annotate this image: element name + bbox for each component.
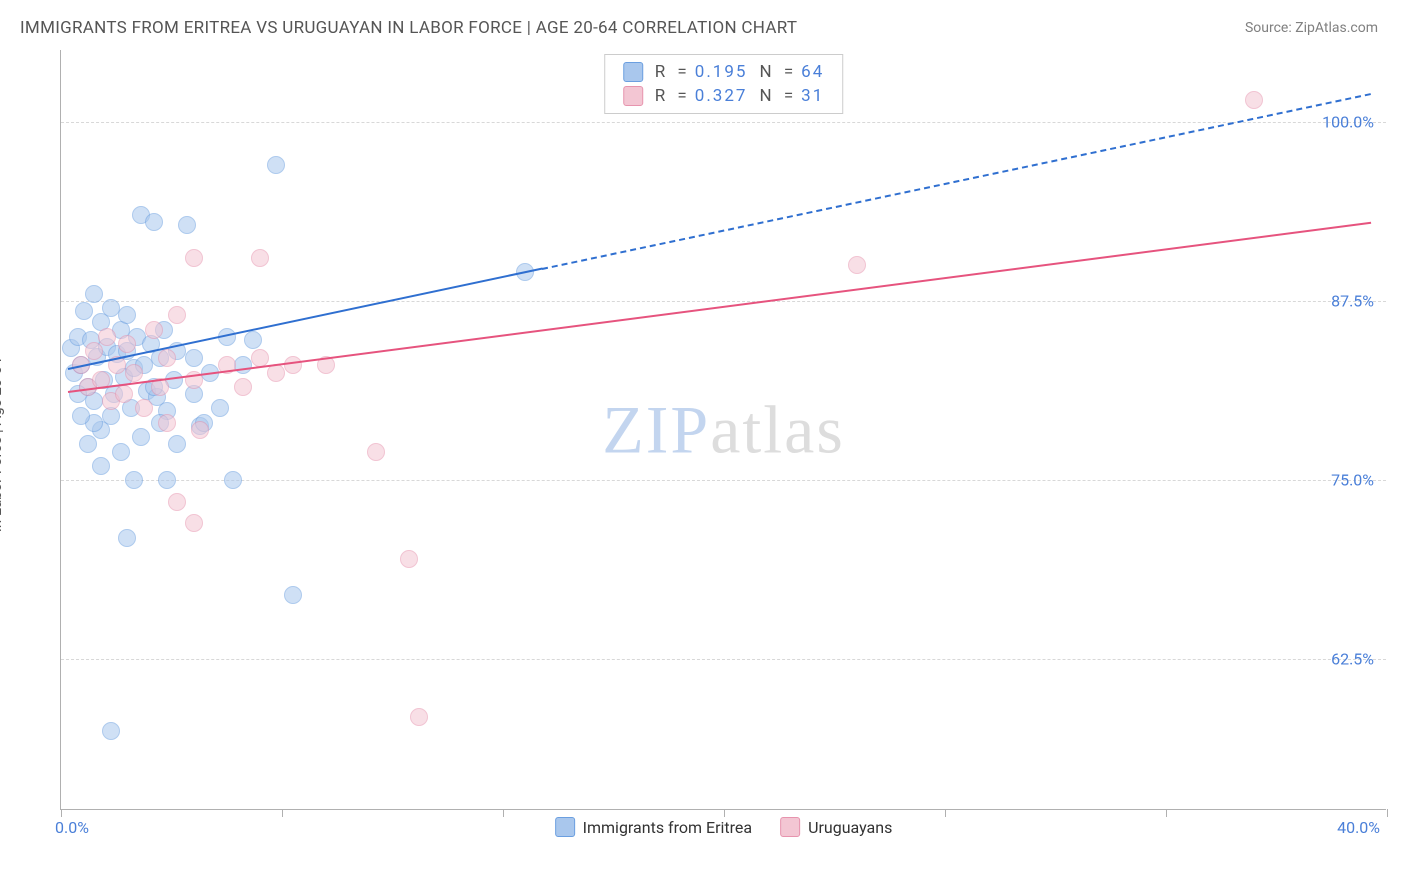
data-point [848,256,866,274]
data-point [85,285,103,303]
data-point [98,328,116,346]
source-label: Source: [1245,20,1295,36]
gridline [61,480,1386,481]
n-value-uruguayans: 31 [801,86,824,106]
data-point [135,399,153,417]
header: IMMIGRANTS FROM ERITREA VS URUGUAYAN IN … [0,0,1406,50]
data-point [191,421,209,439]
chart-container: In Labor Force | Age 20-64 ZIPatlas R = … [20,50,1386,840]
chart-title: IMMIGRANTS FROM ERITREA VS URUGUAYAN IN … [20,18,797,38]
data-point [410,708,428,726]
watermark-zip: ZIP [602,391,710,467]
x-tick-mark [1387,809,1388,817]
data-point [72,407,90,425]
scatter-plot: ZIPatlas R = 0.195 N = 64 R = 0.327 N = … [60,50,1386,810]
gridline [61,122,1386,123]
data-point [102,299,120,317]
watermark-atlas: atlas [710,391,845,467]
x-tick-mark [61,809,62,817]
source-credit: Source: ZipAtlas.com [1245,20,1378,36]
y-axis-label: In Labor Force | Age 20-64 [0,358,5,532]
n-label: N = [759,86,797,106]
data-point [125,471,143,489]
data-point [145,213,163,231]
r-value-uruguayans: 0.327 [695,86,748,106]
trend-line [67,268,541,370]
correlation-legend: R = 0.195 N = 64 R = 0.327 N = 31 [604,54,844,114]
data-point [284,356,302,374]
data-point [132,428,150,446]
x-tick-last: 40.0% [1337,818,1380,837]
data-point [92,457,110,475]
data-point [158,414,176,432]
watermark: ZIPatlas [602,390,845,469]
data-point [112,443,130,461]
x-tick-mark [1166,809,1167,817]
x-tick-first: 0.0% [55,818,89,837]
y-tick-label: 62.5% [1331,650,1374,669]
data-point [178,216,196,234]
legend-row-uruguayans: R = 0.327 N = 31 [623,84,825,108]
x-tick-mark [503,809,504,817]
legend-label-eritrea: Immigrants from Eritrea [583,818,752,837]
data-point [234,356,252,374]
data-point [1245,91,1263,109]
legend-label-uruguayans: Uruguayans [808,818,892,837]
swatch-uruguayans [780,817,800,837]
n-value-eritrea: 64 [801,62,824,82]
swatch-eritrea [623,62,643,82]
data-point [125,364,143,382]
data-point [267,156,285,174]
data-point [400,550,418,568]
data-point [118,529,136,547]
swatch-eritrea [555,817,575,837]
data-point [168,493,186,511]
data-point [102,722,120,740]
x-tick-mark [724,809,725,817]
legend-row-eritrea: R = 0.195 N = 64 [623,60,825,84]
data-point [185,349,203,367]
data-point [211,399,229,417]
data-point [115,385,133,403]
gridline [61,301,1386,302]
data-point [367,443,385,461]
legend-item-eritrea: Immigrants from Eritrea [555,817,752,837]
data-point [158,349,176,367]
data-point [158,471,176,489]
n-label: N = [759,62,797,82]
r-label: R = [655,62,691,82]
trend-line [541,93,1370,270]
data-point [224,471,242,489]
r-value-eritrea: 0.195 [695,62,748,82]
data-point [234,378,252,396]
legend-item-uruguayans: Uruguayans [780,817,892,837]
r-label: R = [655,86,691,106]
data-point [118,335,136,353]
data-point [75,302,93,320]
x-tick-mark [282,809,283,817]
data-point [145,321,163,339]
gridline [61,659,1386,660]
data-point [168,435,186,453]
data-point [85,342,103,360]
trend-line [67,222,1370,393]
data-point [284,586,302,604]
data-point [118,306,136,324]
data-point [168,306,186,324]
data-point [79,435,97,453]
source-name: ZipAtlas.com [1295,20,1378,36]
data-point [185,249,203,267]
y-tick-label: 75.0% [1331,471,1374,490]
y-tick-label: 87.5% [1331,291,1374,310]
y-tick-label: 100.0% [1322,112,1374,131]
series-legend: Immigrants from Eritrea Uruguayans [555,817,893,837]
data-point [244,331,262,349]
swatch-uruguayans [623,86,643,106]
data-point [251,249,269,267]
data-point [185,514,203,532]
x-tick-mark [945,809,946,817]
